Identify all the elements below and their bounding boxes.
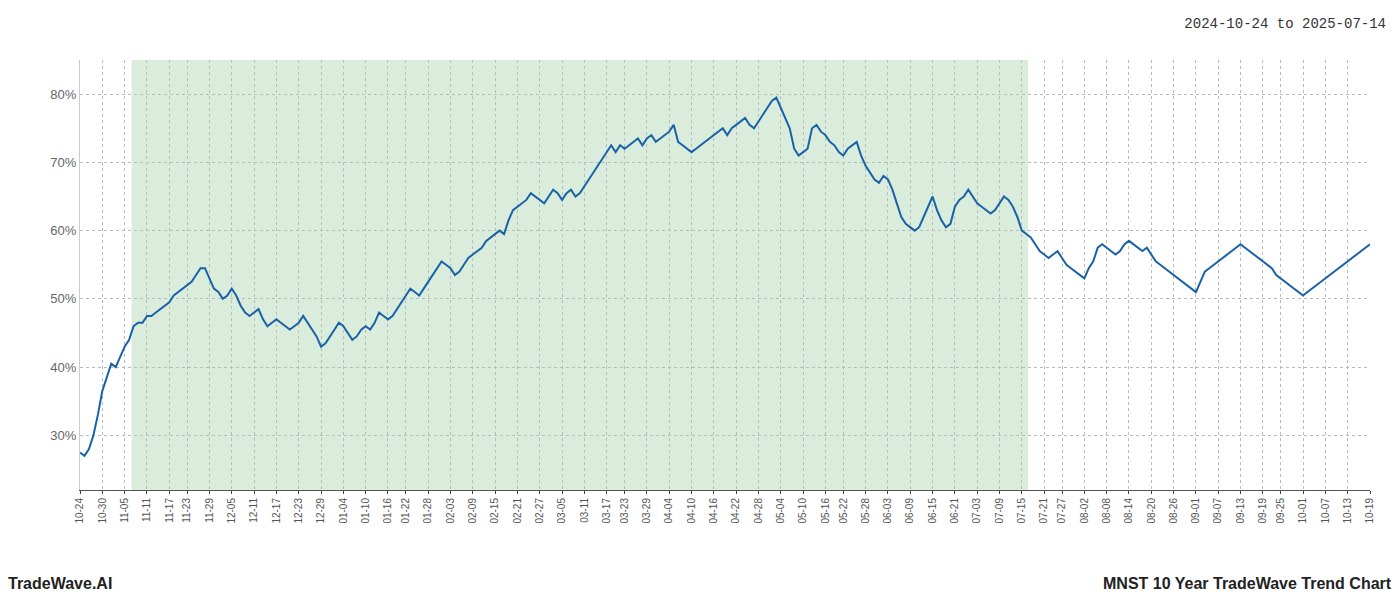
svg-text:07-27: 07-27 [1056,498,1067,524]
svg-text:04-16: 04-16 [708,498,719,524]
svg-text:70%: 70% [50,155,76,170]
svg-text:04-04: 04-04 [663,498,674,524]
svg-text:10-19: 10-19 [1364,498,1375,524]
svg-text:04-22: 04-22 [730,498,741,524]
svg-text:10-07: 10-07 [1320,498,1331,524]
svg-text:12-11: 12-11 [248,498,259,523]
svg-text:07-09: 07-09 [994,498,1005,524]
svg-text:40%: 40% [50,360,76,375]
svg-text:02-03: 02-03 [445,498,456,524]
svg-text:04-10: 04-10 [686,498,697,524]
svg-text:08-02: 08-02 [1079,498,1090,524]
svg-text:09-07: 09-07 [1212,498,1223,524]
svg-text:05-10: 05-10 [797,498,808,524]
svg-text:12-23: 12-23 [293,498,304,524]
svg-text:03-23: 03-23 [619,498,630,524]
svg-text:07-15: 07-15 [1016,498,1027,524]
svg-text:08-26: 08-26 [1168,498,1179,524]
svg-text:03-29: 03-29 [641,498,652,524]
svg-text:10-24: 10-24 [74,498,85,524]
svg-text:09-25: 09-25 [1275,498,1286,524]
svg-text:05-04: 05-04 [775,498,786,524]
svg-text:08-20: 08-20 [1146,498,1157,524]
svg-text:06-03: 06-03 [882,498,893,524]
svg-text:11-05: 11-05 [119,498,130,523]
svg-text:50%: 50% [50,291,76,306]
svg-text:05-22: 05-22 [838,498,849,524]
svg-text:06-15: 06-15 [927,498,938,524]
svg-text:05-28: 05-28 [860,498,871,524]
svg-text:06-09: 06-09 [904,498,915,524]
svg-text:07-03: 07-03 [971,498,982,524]
svg-text:03-17: 03-17 [601,498,612,524]
svg-text:01-28: 01-28 [422,498,433,524]
svg-text:11-17: 11-17 [164,498,175,523]
svg-text:05-16: 05-16 [820,498,831,524]
svg-text:11-29: 11-29 [204,498,215,523]
svg-text:MNST 10 Year TradeWave Trend C: MNST 10 Year TradeWave Trend Chart [1103,575,1392,592]
svg-text:10-13: 10-13 [1342,498,1353,524]
svg-text:02-09: 02-09 [467,498,478,524]
svg-text:06-21: 06-21 [949,498,960,524]
svg-text:02-21: 02-21 [512,498,523,524]
svg-text:2024-10-24 to 2025-07-14: 2024-10-24 to 2025-07-14 [1184,16,1386,32]
svg-text:60%: 60% [50,223,76,238]
svg-text:11-23: 11-23 [181,498,192,523]
svg-text:12-17: 12-17 [271,498,282,524]
svg-text:10-01: 10-01 [1297,498,1308,524]
svg-text:10-30: 10-30 [97,498,108,524]
svg-text:08-14: 08-14 [1123,498,1134,524]
svg-text:09-13: 09-13 [1235,498,1246,524]
svg-text:30%: 30% [50,428,76,443]
svg-text:02-27: 02-27 [534,498,545,524]
svg-text:01-10: 01-10 [360,498,371,524]
svg-text:09-19: 09-19 [1257,498,1268,524]
svg-text:12-05: 12-05 [226,498,237,524]
svg-text:03-05: 03-05 [556,498,567,524]
svg-text:07-21: 07-21 [1038,498,1049,524]
svg-text:TradeWave.AI: TradeWave.AI [8,575,112,592]
svg-text:80%: 80% [50,87,76,102]
svg-text:12-29: 12-29 [315,498,326,524]
svg-text:02-15: 02-15 [489,498,500,524]
svg-text:08-08: 08-08 [1101,498,1112,524]
svg-text:01-04: 01-04 [338,498,349,524]
svg-text:04-28: 04-28 [753,498,764,524]
svg-text:11-11: 11-11 [141,498,152,523]
svg-text:09-01: 09-01 [1190,498,1201,524]
svg-text:01-22: 01-22 [400,498,411,524]
svg-text:01-16: 01-16 [382,498,393,524]
svg-text:03-11: 03-11 [579,498,590,523]
